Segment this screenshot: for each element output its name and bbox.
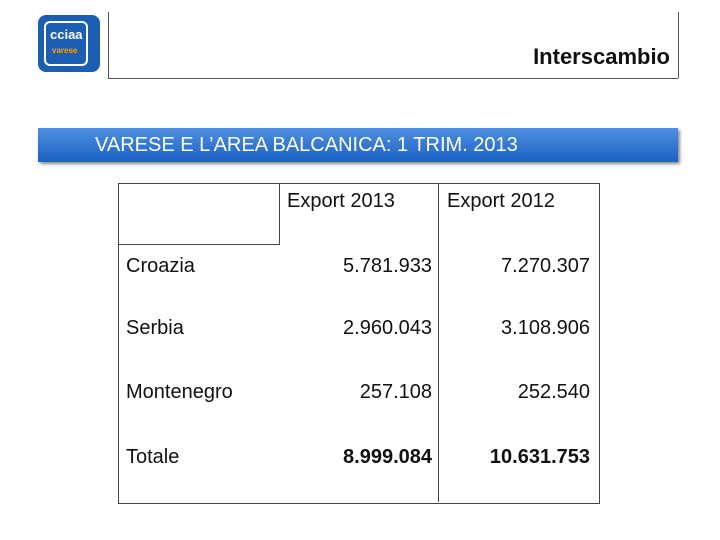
divider [108, 78, 678, 79]
header-cell [118, 183, 280, 245]
page-title: Interscambio [533, 44, 670, 69]
logo-text: varese [52, 46, 78, 55]
row-label: Serbia [126, 317, 184, 339]
column-header: Export 2012 [447, 190, 555, 212]
row-label: Croazia [126, 255, 195, 277]
divider [108, 12, 109, 78]
column-header: Export 2013 [287, 190, 395, 212]
cell-value: 257.108 [359, 381, 432, 403]
cell-value: 3.108.906 [501, 317, 590, 339]
cell-value: 7.270.307 [501, 255, 590, 277]
row-label: Montenegro [126, 381, 233, 403]
column-line [438, 183, 439, 502]
banner: VARESE E L’AREA BALCANICA: 1 TRIM. 2013 [38, 128, 678, 162]
table [118, 183, 600, 504]
cell-value: 10.631.753 [489, 446, 590, 468]
cell-value: 8.999.084 [343, 446, 432, 468]
logo-text: cciaa [50, 27, 83, 42]
divider [678, 12, 679, 78]
row-label: Totale [126, 446, 180, 468]
cell-value: 252.540 [517, 381, 590, 403]
cell-value: 2.960.043 [343, 317, 432, 339]
logo-frame [44, 21, 88, 66]
cell-value: 5.781.933 [343, 255, 432, 277]
